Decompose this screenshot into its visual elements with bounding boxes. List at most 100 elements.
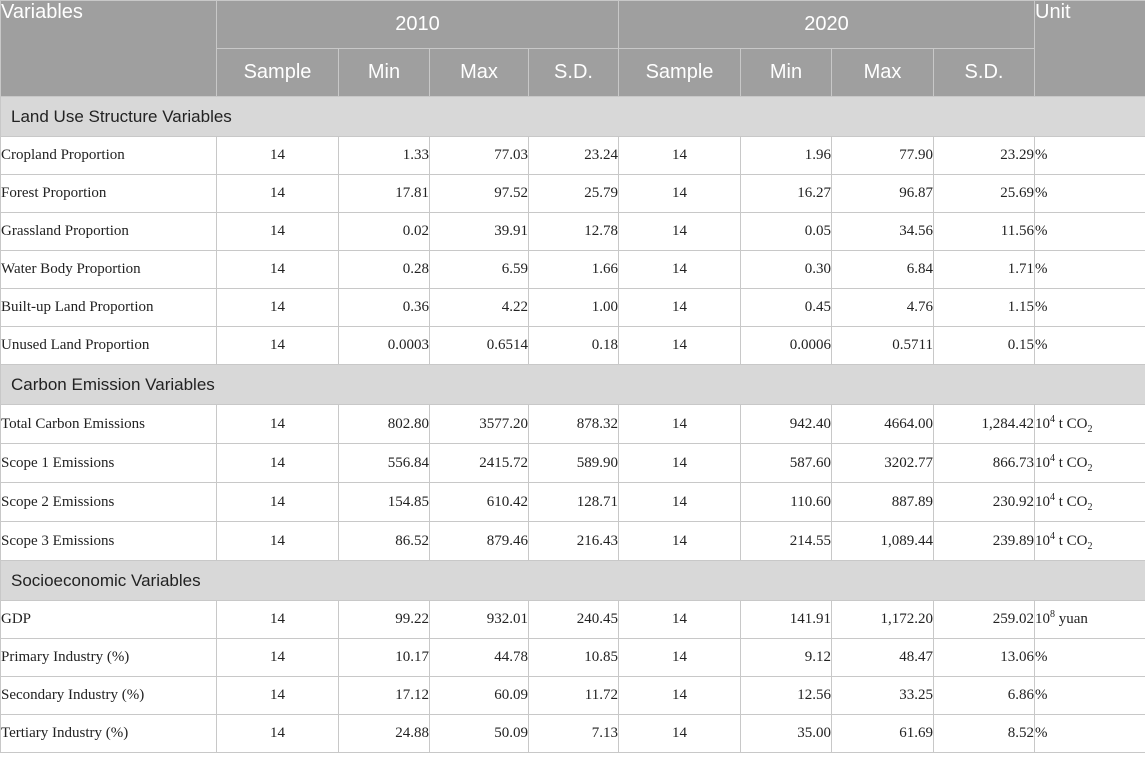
sample-cell: 14	[618, 250, 741, 289]
sample-cell: 14	[216, 212, 339, 251]
unit-base: 10	[1035, 415, 1051, 432]
sample-cell: 14	[618, 136, 741, 175]
sd-cell: 8.52	[933, 714, 1035, 753]
sample-cell: 14	[618, 714, 741, 753]
min-cell: 0.36	[338, 288, 430, 327]
max-cell: 0.6514	[429, 326, 529, 365]
unit-text: t CO	[1055, 493, 1088, 510]
min-cell: 86.52	[338, 521, 430, 561]
table-row: Water Body Proportion 14 0.28 6.59 1.66 14 0.3…	[0, 250, 1145, 289]
section-row: Carbon Emission Variables	[0, 364, 1145, 405]
unit-exponent: 4	[1050, 530, 1055, 542]
unit-exponent: 8	[1050, 609, 1055, 620]
max-cell: 6.84	[831, 250, 934, 289]
sample-cell: 14	[216, 174, 339, 213]
sd-cell: 10.85	[528, 638, 619, 677]
sd-cell: 216.43	[528, 521, 619, 561]
min-cell: 587.60	[740, 443, 832, 483]
sd-cell: 11.56	[933, 212, 1035, 251]
unit-exponent: 4	[1050, 452, 1055, 464]
min-cell: 1.96	[740, 136, 832, 175]
table-row: Primary Industry (%) 14 10.17 44.78 10.85 14 9…	[0, 638, 1145, 677]
variable-name: GDP	[0, 600, 217, 639]
max-cell: 0.5711	[831, 326, 934, 365]
sd-cell: 259.02	[933, 600, 1035, 639]
min-cell: 9.12	[740, 638, 832, 677]
unit-base: 10	[1035, 493, 1051, 510]
min-cell: 0.02	[338, 212, 430, 251]
unit-base: %	[1035, 223, 1048, 239]
sample-cell: 14	[216, 250, 339, 289]
max-cell: 6.59	[429, 250, 529, 289]
min-cell: 10.17	[338, 638, 430, 677]
sd-cell: 239.89	[933, 521, 1035, 561]
table-row: Tertiary Industry (%) 14 24.88 50.09 7.13 14 3…	[0, 714, 1145, 753]
max-cell: 77.03	[429, 136, 529, 175]
section-title: Socioeconomic Variables	[0, 560, 1145, 601]
table-row: Scope 2 Emissions 14 154.85 610.42 128.71 14 1…	[0, 482, 1145, 522]
table-row: Scope 1 Emissions 14 556.84 2415.72 589.90 14…	[0, 443, 1145, 483]
sd-cell: 1.00	[528, 288, 619, 327]
min-cell: 802.80	[338, 404, 430, 444]
unit-cell: %	[1034, 212, 1145, 251]
unit-subscript: 2	[1087, 540, 1093, 552]
table-row: GDP 14 99.22 932.01 240.45 14 141.91 1,172.20 25…	[0, 600, 1145, 639]
sd-cell: 589.90	[528, 443, 619, 483]
unit-cell: 104 t CO2	[1034, 443, 1145, 483]
variable-name: Built-up Land Proportion	[0, 288, 217, 327]
unit-cell: %	[1034, 136, 1145, 175]
unit-cell: %	[1034, 174, 1145, 213]
sd-cell: 1.66	[528, 250, 619, 289]
table-row: Grassland Proportion 14 0.02 39.91 12.78 14 0.…	[0, 212, 1145, 251]
sd-cell: 230.92	[933, 482, 1035, 522]
section-title: Land Use Structure Variables	[0, 96, 1145, 137]
min-cell: 556.84	[338, 443, 430, 483]
sample-cell: 14	[618, 174, 741, 213]
sample-cell: 14	[618, 212, 741, 251]
unit-base: 10	[1035, 611, 1051, 627]
max-cell: 34.56	[831, 212, 934, 251]
table-row: Forest Proportion 14 17.81 97.52 25.79 14 16.2…	[0, 174, 1145, 213]
max-cell: 932.01	[429, 600, 529, 639]
unit-cell: 108 yuan	[1034, 600, 1145, 639]
unit-exponent: 4	[1050, 491, 1055, 503]
table-row: Built-up Land Proportion 14 0.36 4.22 1.00 14…	[0, 288, 1145, 327]
max-cell: 44.78	[429, 638, 529, 677]
max-cell: 96.87	[831, 174, 934, 213]
table-row: Cropland Proportion 14 1.33 77.03 23.24 14 1.9…	[0, 136, 1145, 175]
variable-name: Tertiary Industry (%)	[0, 714, 217, 753]
max-cell: 610.42	[429, 482, 529, 522]
year-2020-header: 2020	[618, 0, 1035, 49]
max-cell: 3577.20	[429, 404, 529, 444]
max-cell: 97.52	[429, 174, 529, 213]
min-cell: 154.85	[338, 482, 430, 522]
max-cell: 77.90	[831, 136, 934, 175]
sample-cell: 14	[216, 482, 339, 522]
section-row: Land Use Structure Variables	[0, 96, 1145, 137]
unit-cell: %	[1034, 676, 1145, 715]
variable-name: Scope 3 Emissions	[0, 521, 217, 561]
min-cell: 0.30	[740, 250, 832, 289]
variable-name: Unused Land Proportion	[0, 326, 217, 365]
unit-base: %	[1035, 261, 1048, 277]
sd-cell: 866.73	[933, 443, 1035, 483]
unit-base: 10	[1035, 532, 1051, 549]
unit-base: %	[1035, 649, 1048, 665]
unit-text: t CO	[1055, 532, 1088, 549]
unit-base: %	[1035, 185, 1048, 201]
max-cell: 48.47	[831, 638, 934, 677]
variable-name: Secondary Industry (%)	[0, 676, 217, 715]
unit-subscript: 2	[1087, 501, 1093, 513]
variable-name: Grassland Proportion	[0, 212, 217, 251]
min-2010-header: Min	[338, 48, 430, 97]
sd-cell: 25.79	[528, 174, 619, 213]
min-cell: 942.40	[740, 404, 832, 444]
max-2020-header: Max	[831, 48, 934, 97]
unit-text: yuan	[1055, 611, 1088, 627]
min-cell: 0.05	[740, 212, 832, 251]
unit-base: %	[1035, 687, 1048, 703]
sample-cell: 14	[618, 482, 741, 522]
unit-cell: 104 t CO2	[1034, 404, 1145, 444]
min-cell: 110.60	[740, 482, 832, 522]
sample-cell: 14	[216, 676, 339, 715]
